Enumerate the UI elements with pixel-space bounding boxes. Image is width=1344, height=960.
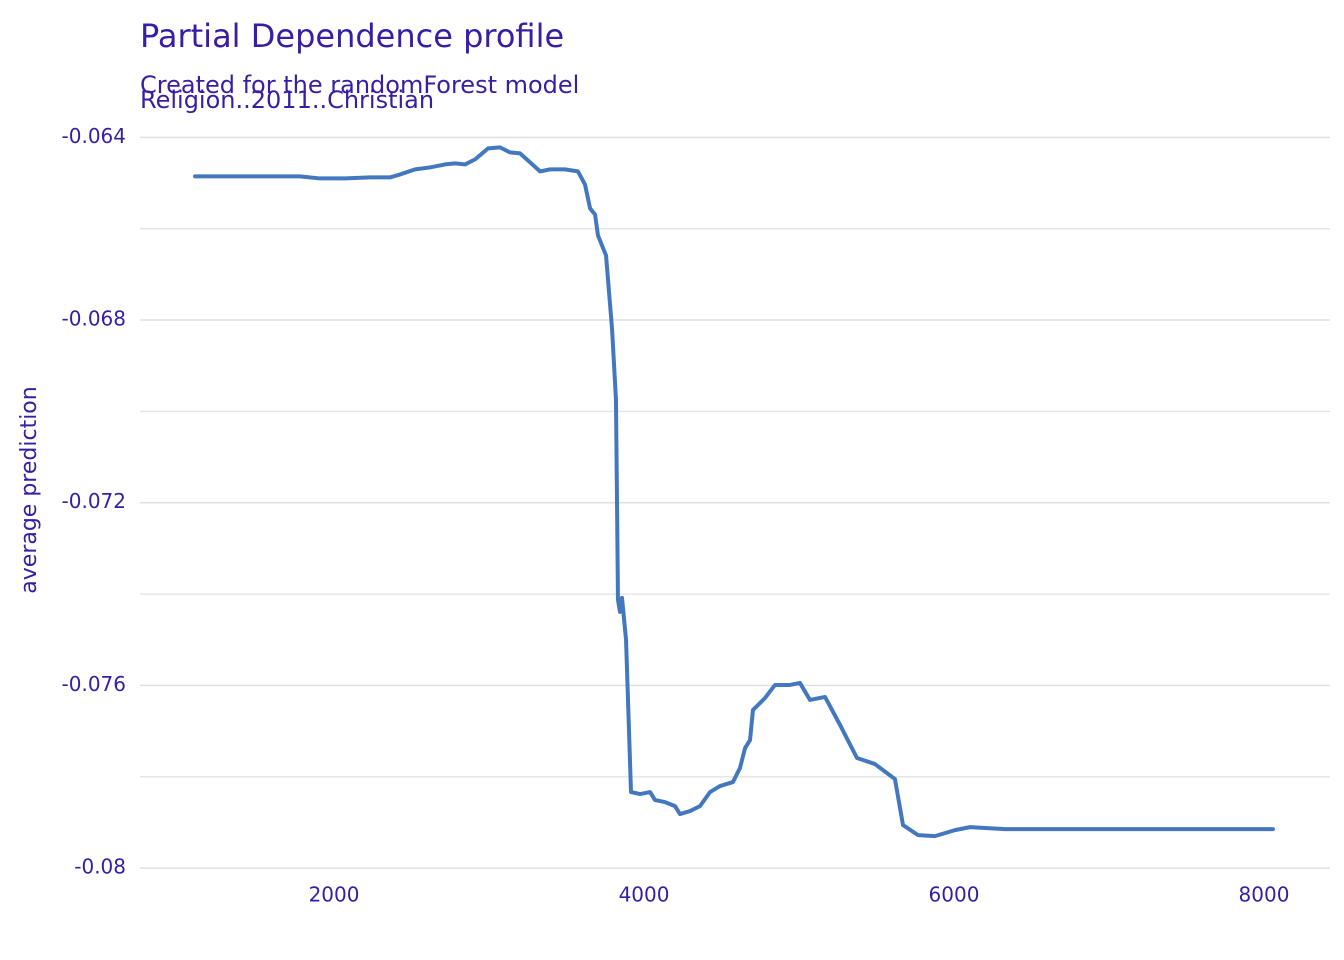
grid (140, 136, 1330, 869)
x-tick-label: 8000 (1239, 883, 1290, 907)
y-axis-label: average prediction (17, 386, 42, 593)
y-tick-label: -0.072 (62, 489, 126, 513)
line (193, 145, 1275, 839)
y-tick-label: -0.076 (62, 672, 126, 696)
y-tick-label: -0.08 (74, 855, 126, 879)
chart-subtitle: Created for the randomForest model (140, 71, 579, 99)
x-tick-label: 4000 (619, 883, 670, 907)
x-tick-label: 6000 (929, 883, 980, 907)
variable-label: Religion..2011..Christian (140, 86, 434, 114)
x-tick-label: 2000 (309, 883, 360, 907)
y-tick-label: -0.064 (62, 124, 126, 148)
chart-title: Partial Dependence profile (140, 17, 564, 55)
y-tick-label: -0.068 (62, 307, 126, 331)
